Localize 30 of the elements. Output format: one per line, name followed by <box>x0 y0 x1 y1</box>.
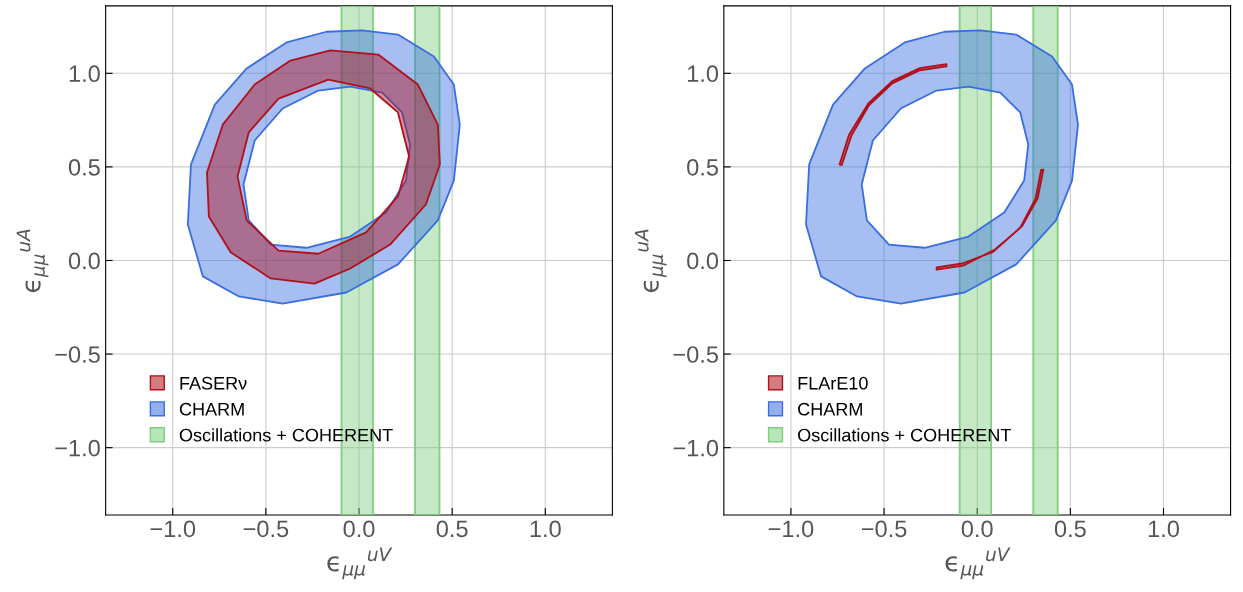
legend-label: CHARM <box>179 402 244 416</box>
legend-label: CHARM <box>798 402 862 416</box>
x-tick-label: −1.0 <box>768 520 814 538</box>
legend-label: Oscillations + COHERENT <box>798 428 1011 442</box>
x-tick-label: 0.0 <box>961 520 993 538</box>
y-tick-label: 1.0 <box>69 65 100 83</box>
y-tick-label: −0.5 <box>55 346 100 363</box>
y-tick-label: −0.5 <box>673 346 718 363</box>
y-tick-label: 0.0 <box>687 252 719 270</box>
legend-label: FASERν <box>180 376 247 390</box>
y-tick-label: −1.0 <box>673 439 719 457</box>
y-axis-title: ϵ$_{μμ}$$^{uA}$ <box>634 229 667 293</box>
y-tick-label: −1.0 <box>55 439 100 457</box>
x-tick-label: −0.5 <box>861 520 907 538</box>
y-tick-label: 0.0 <box>68 252 100 270</box>
x-axis-title: ϵ$_{μμ}$$^{uV}$ <box>945 547 1011 580</box>
x-tick-label: −1.0 <box>150 520 196 538</box>
y-tick-label: 0.5 <box>68 158 100 176</box>
legend-label: Oscillations + COHERENT <box>179 428 393 442</box>
x-tick-label: 0.0 <box>343 520 375 538</box>
x-tick-label: 1.0 <box>1148 520 1179 538</box>
x-tick-label: −0.5 <box>243 520 289 538</box>
y-tick-label: 1.0 <box>687 65 719 83</box>
x-tick-label: 0.5 <box>1054 520 1086 538</box>
y-tick-label: 0.5 <box>687 158 718 176</box>
x-tick-label: 1.0 <box>530 520 561 538</box>
y-axis-title: ϵ$_{μμ}$$^{uA}$ <box>16 229 49 293</box>
x-tick-label: 0.5 <box>436 520 468 538</box>
legend-label: FLArE10 <box>798 376 868 390</box>
x-axis-title: ϵ$_{μμ}$$^{uV}$ <box>327 547 393 580</box>
